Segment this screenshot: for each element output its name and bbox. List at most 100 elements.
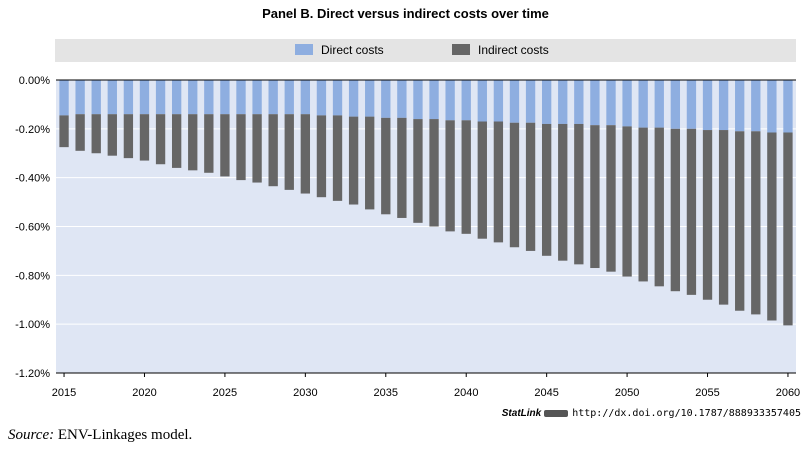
bar-indirect-2047 — [574, 123, 584, 265]
bar-direct-2033 — [348, 80, 359, 117]
legend-item-direct: Direct costs — [295, 39, 384, 62]
bar-direct-2039 — [445, 80, 455, 121]
bar-indirect-2051 — [638, 127, 648, 282]
bar-direct-2017 — [91, 80, 101, 115]
bar-direct-2021 — [155, 80, 166, 115]
bar-indirect-2030 — [300, 114, 311, 194]
bar-indirect-2041 — [477, 121, 487, 239]
bar-indirect-2058 — [751, 131, 761, 315]
bar-direct-2041 — [477, 80, 487, 122]
x-tick-label: 2025 — [213, 387, 237, 399]
y-axis-labels: 0.00% -0.20% -0.40% -0.60% -0.80% -1.00% -1.20… — [15, 75, 50, 380]
bar-direct-2015 — [59, 80, 69, 116]
axes — [56, 79, 796, 377]
bar-direct-2026 — [236, 80, 246, 115]
x-axis-labels: 2015 2020 2025 2030 2035 2040 2045 2050 2055 2060 — [52, 387, 800, 399]
x-tick-label: 2060 — [776, 387, 800, 399]
bar-direct-2016 — [75, 80, 85, 115]
bar-direct-2028 — [268, 80, 278, 115]
bar-direct-2030 — [300, 80, 311, 115]
bar-indirect-2044 — [525, 122, 536, 251]
bar-direct-2019 — [123, 80, 134, 115]
bar-indirect-2022 — [171, 114, 182, 168]
bar-direct-2027 — [252, 80, 262, 115]
y-tick-label: -0.40% — [15, 173, 50, 185]
bar-direct-2052 — [654, 80, 664, 128]
bar-indirect-2020 — [139, 114, 150, 161]
y-tick-label: -1.00% — [15, 319, 50, 331]
bar-indirect-2049 — [606, 125, 616, 272]
bar-direct-2043 — [509, 80, 520, 123]
bar-indirect-2060 — [783, 132, 793, 326]
source-note: Source: ENV-Linkages model. — [8, 427, 192, 444]
x-tick-label: 2055 — [695, 387, 719, 399]
bar-indirect-2037 — [413, 119, 423, 223]
bar-indirect-2035 — [381, 117, 391, 215]
bar-direct-2022 — [171, 80, 182, 115]
bar-direct-2051 — [638, 80, 648, 128]
bar-indirect-2027 — [252, 114, 262, 183]
x-tick-label: 2035 — [374, 387, 398, 399]
x-tick-label: 2015 — [52, 387, 76, 399]
statlink-logo-icon — [544, 409, 569, 417]
x-tick-label: 2020 — [132, 387, 156, 399]
statlink-url[interactable]: http://dx.doi.org/10.1787/888933357405 — [572, 408, 801, 419]
bar-direct-2032 — [332, 80, 343, 116]
y-tick-label: -1.20% — [15, 368, 50, 380]
bar-direct-2054 — [686, 80, 697, 129]
bar-direct-2044 — [525, 80, 536, 123]
y-tick-label: -0.60% — [15, 222, 50, 234]
bar-indirect-2050 — [622, 126, 632, 277]
bar-indirect-2046 — [558, 123, 568, 261]
x-tick-label: 2045 — [534, 387, 558, 399]
legend-label-direct: Direct costs — [321, 43, 384, 57]
bar-indirect-2048 — [590, 125, 600, 269]
bar-indirect-2015 — [59, 115, 69, 148]
bar-direct-2018 — [107, 80, 117, 115]
bar-direct-2040 — [461, 80, 471, 121]
bar-indirect-2056 — [718, 130, 729, 305]
bar-indirect-2025 — [220, 114, 230, 177]
bar-direct-2042 — [493, 80, 504, 122]
bar-indirect-2031 — [316, 115, 327, 198]
bar-indirect-2038 — [429, 119, 439, 227]
bar-direct-2025 — [220, 80, 230, 115]
bar-direct-2060 — [783, 80, 793, 133]
bars — [59, 80, 793, 326]
bar-indirect-2036 — [397, 117, 407, 218]
bar-indirect-2026 — [236, 114, 246, 181]
bar-direct-2049 — [606, 80, 616, 126]
bar-direct-2036 — [397, 80, 407, 118]
bar-indirect-2043 — [509, 122, 520, 248]
legend-swatch-indirect — [452, 44, 470, 56]
y-tick-label: -0.80% — [15, 270, 50, 282]
bar-direct-2020 — [139, 80, 150, 115]
bar-indirect-2018 — [107, 114, 117, 156]
bar-direct-2034 — [365, 80, 375, 117]
bar-direct-2046 — [558, 80, 568, 124]
source-text: ENV-Linkages model. — [54, 427, 193, 443]
bar-direct-2038 — [429, 80, 439, 120]
bar-indirect-2019 — [123, 114, 134, 159]
legend-item-indirect: Indirect costs — [452, 39, 549, 62]
bar-indirect-2045 — [541, 123, 552, 256]
bar-direct-2057 — [735, 80, 745, 132]
legend: Direct costs Indirect costs — [55, 39, 796, 62]
x-tick-label: 2050 — [615, 387, 639, 399]
bar-indirect-2059 — [767, 132, 777, 321]
x-tick-label: 2030 — [293, 387, 317, 399]
statlink[interactable]: StatLink http://dx.doi.org/10.1787/888933… — [502, 408, 801, 419]
x-tick-label: 2040 — [454, 387, 478, 399]
bar-direct-2031 — [316, 80, 327, 116]
bar-indirect-2040 — [461, 120, 471, 234]
y-tick-label: -0.20% — [15, 124, 50, 136]
bar-indirect-2024 — [204, 114, 214, 173]
legend-swatch-direct — [295, 44, 313, 56]
bar-direct-2053 — [670, 80, 681, 129]
chart-title: Panel B. Direct versus indirect costs ov… — [262, 6, 549, 21]
bar-indirect-2028 — [268, 114, 278, 187]
bar-direct-2055 — [702, 80, 713, 131]
bar-indirect-2042 — [493, 121, 504, 243]
bar-direct-2029 — [284, 80, 294, 115]
